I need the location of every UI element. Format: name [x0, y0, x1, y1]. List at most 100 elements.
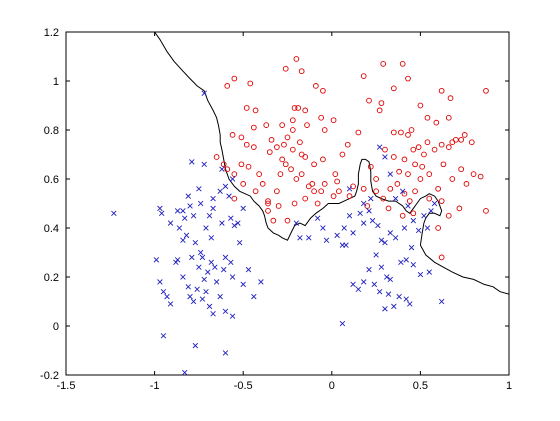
- cross-point: [187, 293, 193, 300]
- cross-point: [203, 225, 209, 231]
- cross-point: [164, 293, 170, 300]
- cross-point: [210, 311, 216, 317]
- cross-point: [185, 193, 191, 199]
- x-tick-label: -1: [150, 380, 160, 392]
- circle-point: [387, 185, 394, 192]
- cross-point: [229, 274, 236, 280]
- cross-point: [206, 213, 213, 219]
- cross-point: [323, 237, 330, 243]
- circle-point: [293, 56, 300, 62]
- cross-point: [405, 203, 411, 209]
- x-tick-label: 1: [506, 380, 512, 392]
- cross-point: [173, 259, 179, 266]
- cross-point: [387, 276, 393, 283]
- cross-point: [213, 279, 220, 285]
- cross-point: [208, 259, 215, 266]
- y-tick-label: 0.2: [44, 272, 59, 284]
- circle-point: [330, 193, 337, 200]
- circle-point: [385, 205, 392, 212]
- circle-point: [373, 188, 379, 195]
- cross-point: [180, 237, 186, 243]
- circle-point: [321, 127, 328, 133]
- cross-point: [366, 208, 372, 214]
- circle-point: [275, 203, 282, 209]
- circle-point: [231, 171, 238, 177]
- circle-point: [401, 190, 408, 197]
- cross-point: [189, 254, 195, 261]
- circle-point: [417, 102, 424, 109]
- circle-point: [458, 136, 465, 143]
- circle-point: [380, 60, 387, 67]
- cross-point: [192, 239, 199, 246]
- circle-point: [330, 117, 337, 124]
- cross-point: [153, 257, 160, 263]
- y-tick-label: 1.2: [44, 27, 59, 39]
- cross-point: [346, 213, 353, 219]
- circle-point: [433, 119, 440, 126]
- circle-point: [346, 193, 353, 200]
- cross-point: [426, 269, 432, 275]
- cross-point: [378, 237, 385, 243]
- cross-point: [201, 90, 207, 96]
- circle-point: [265, 200, 271, 207]
- cross-point: [160, 333, 167, 339]
- cross-point: [431, 200, 438, 207]
- cross-point: [350, 281, 356, 288]
- cross-point: [438, 298, 445, 305]
- cross-point: [236, 239, 243, 246]
- circle-point: [245, 163, 252, 170]
- circle-point: [421, 151, 427, 158]
- x-tick-label: -1.5: [57, 380, 76, 392]
- cross-point: [189, 159, 195, 165]
- cross-point: [187, 203, 193, 209]
- circle-point: [313, 83, 319, 89]
- circle-point: [398, 129, 404, 136]
- cross-point: [293, 220, 300, 226]
- cross-point: [371, 281, 378, 288]
- circle-point: [289, 127, 296, 133]
- y-tick-label: 1: [53, 76, 59, 88]
- circle-point: [426, 195, 433, 202]
- cross-point: [350, 230, 356, 236]
- cross-point: [417, 271, 424, 278]
- cross-point: [240, 281, 246, 288]
- cross-point: [382, 239, 388, 246]
- circle-point: [298, 171, 305, 177]
- circle-point: [380, 195, 387, 202]
- cross-point: [382, 306, 388, 312]
- series-crosses: [111, 90, 445, 376]
- cross-point: [174, 208, 181, 214]
- circle-point: [405, 171, 411, 177]
- circle-point: [289, 117, 296, 124]
- circle-point: [424, 114, 431, 121]
- circle-point: [438, 254, 445, 261]
- circle-point: [412, 161, 418, 168]
- circle-point: [445, 144, 452, 151]
- circle-point: [438, 141, 445, 148]
- cross-point: [376, 288, 383, 295]
- cross-point: [226, 193, 232, 199]
- circle-point: [284, 134, 291, 141]
- circle-point: [238, 134, 245, 141]
- x-tick-label: 0: [329, 380, 335, 392]
- cross-point: [183, 232, 190, 239]
- axis-ticks: [65, 31, 510, 376]
- cross-point: [203, 288, 209, 295]
- circle-point: [268, 136, 275, 143]
- cross-point: [385, 291, 392, 297]
- cross-point: [176, 225, 183, 231]
- cross-point: [208, 235, 215, 241]
- circle-point: [291, 200, 298, 207]
- circle-point: [396, 168, 402, 175]
- cross-point: [206, 303, 213, 310]
- cross-point: [410, 217, 417, 224]
- circle-point: [243, 105, 250, 111]
- cross-point: [180, 208, 186, 214]
- circle-point: [445, 114, 452, 121]
- circle-point: [314, 200, 321, 207]
- cross-point: [339, 320, 346, 327]
- circle-point: [435, 185, 441, 192]
- cross-point: [297, 235, 303, 241]
- circle-point: [281, 141, 287, 148]
- cross-point: [217, 188, 223, 194]
